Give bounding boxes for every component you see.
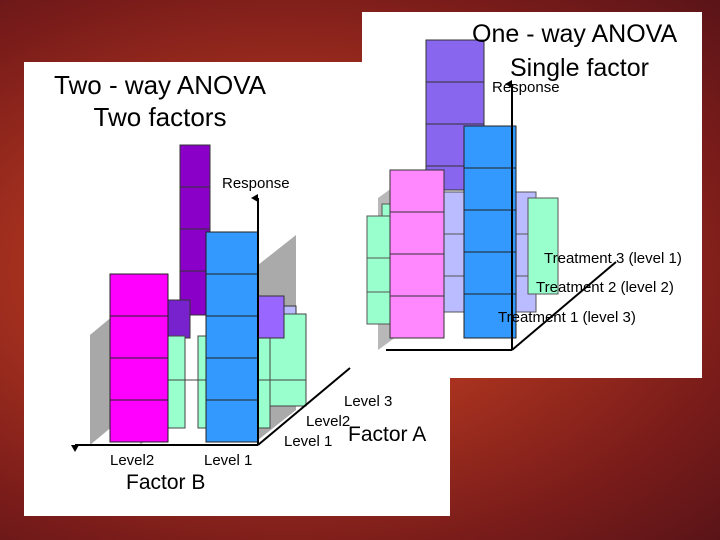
factor-b-label: Factor B (126, 471, 206, 494)
factor-a-axis (257, 367, 351, 446)
one-way-title-line1: One - way ANOVA (472, 20, 678, 48)
factor-a-level-2: Level2 (306, 413, 351, 430)
blue-column-one-way (463, 125, 517, 339)
response-label-one-way: Response (492, 79, 560, 96)
factor-a-level-1: Level 1 (284, 433, 333, 450)
treatment-3-label: Treatment 3 (level 1) (544, 250, 682, 267)
response-label-two-way: Response (222, 175, 290, 192)
violet-column (257, 295, 285, 339)
factor-a-level-3: Level 3 (344, 393, 393, 410)
two-way-graphics (71, 144, 351, 452)
treatment-2-label: Treatment 2 (level 2) (536, 279, 674, 296)
two-way-title-line1: Two - way ANOVA (54, 70, 266, 100)
magenta-column (109, 273, 169, 443)
factor-b-level-2: Level2 (110, 452, 155, 469)
pink-column (389, 169, 445, 339)
factor-b-level-1: Level 1 (204, 452, 253, 469)
two-way-title-line2: Two factors (93, 102, 227, 132)
one-way-title-line2: Single factor (510, 54, 649, 82)
treatment-axis (511, 261, 617, 351)
blue-column-two-way (205, 231, 259, 443)
treatment-1-label: Treatment 1 (level 3) (498, 309, 636, 326)
one-way-graphics (366, 39, 617, 351)
mint-row-one-way (527, 197, 559, 295)
purple-column (179, 144, 211, 316)
factor-a-label: Factor A (348, 423, 427, 446)
